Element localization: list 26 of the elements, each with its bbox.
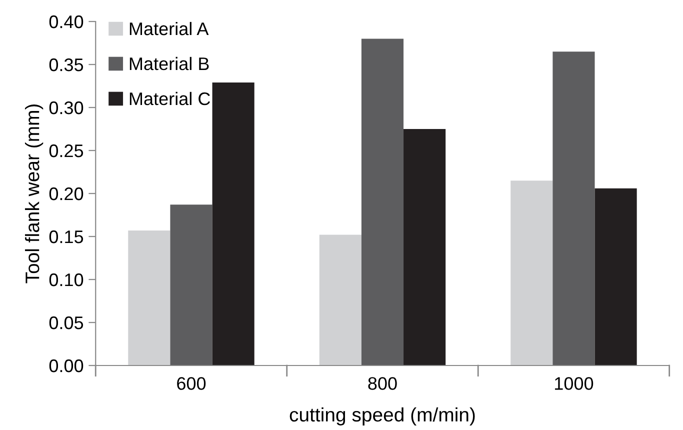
x-axis-title: cutting speed (m/min) <box>290 407 475 426</box>
bar <box>361 38 404 366</box>
bar <box>552 52 595 366</box>
y-tick-label: 0.20 <box>49 187 84 200</box>
legend-label: Material A <box>130 22 209 36</box>
x-tick-label: 1000 <box>555 377 594 390</box>
bar <box>319 234 362 366</box>
bar <box>510 180 553 366</box>
x-tick-label: 600 <box>177 377 206 390</box>
legend-label: Material B <box>130 56 209 70</box>
x-tick-label: 800 <box>368 377 397 390</box>
y-tick-label: 0.15 <box>49 230 84 244</box>
y-axis-title: Tool flank wear (mm) <box>24 104 44 284</box>
bar <box>128 230 170 366</box>
y-tick-label: 0.05 <box>49 316 84 330</box>
y-tick-label: 0.40 <box>49 15 84 28</box>
bar <box>404 129 446 366</box>
bar <box>170 204 212 366</box>
legend-label: Material C <box>130 92 210 106</box>
y-tick-label: 0.30 <box>49 101 84 114</box>
y-tick-label: 0.00 <box>49 359 84 372</box>
y-tick-label: 0.25 <box>49 144 84 158</box>
bar <box>212 82 254 366</box>
bar <box>594 188 637 366</box>
y-tick-label: 0.10 <box>49 273 84 286</box>
y-tick-label: 0.35 <box>49 58 84 72</box>
